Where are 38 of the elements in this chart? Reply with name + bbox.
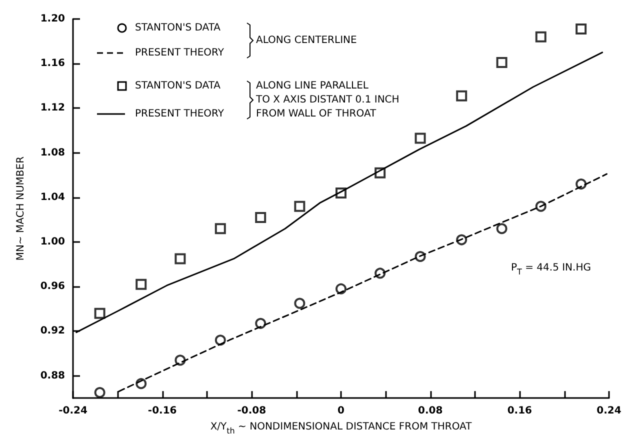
y-tick-label: 0.92 bbox=[40, 326, 66, 337]
y-axis-title: MN~ MACH NUMBER bbox=[16, 156, 26, 261]
y-tick-label: 1.04 bbox=[40, 192, 66, 203]
point bbox=[136, 278, 147, 290]
legend-label: PRESENT THEORY bbox=[135, 48, 225, 58]
point bbox=[214, 223, 226, 234]
y-tick-label: 1.16 bbox=[40, 58, 66, 70]
x-tick-label: 0 bbox=[338, 406, 345, 417]
x-tick-label: 0.24 bbox=[596, 406, 622, 417]
y-tick-label: 0.88 bbox=[40, 370, 66, 382]
x-tick-label: 0.16 bbox=[507, 406, 532, 417]
point bbox=[294, 298, 306, 309]
y-tick-label: 1.20 bbox=[40, 14, 66, 24]
point bbox=[576, 24, 587, 35]
point bbox=[294, 200, 306, 212]
annotation: ALONG LINE PARALLEL TO X AXIS DISTANT 0.1 INCH FROM WALL OF THROAT bbox=[255, 80, 400, 120]
point bbox=[496, 223, 508, 234]
x-tick-label: 0.08 bbox=[418, 406, 443, 417]
point bbox=[255, 212, 266, 223]
y-tick-label: 1.12 bbox=[40, 102, 66, 114]
y-tick-label: 0.96 bbox=[40, 281, 66, 292]
point bbox=[535, 31, 546, 42]
legend-label: STANTON'S DATA bbox=[135, 22, 221, 34]
point bbox=[496, 56, 508, 68]
point bbox=[255, 318, 266, 329]
y-tick-label: 1.08 bbox=[40, 147, 66, 158]
x-tick-label: -0.16 bbox=[148, 406, 177, 417]
legend-label: STANTON'S DATA bbox=[135, 80, 221, 92]
y-tick-label: 1.00 bbox=[40, 236, 66, 248]
point bbox=[456, 90, 468, 102]
point bbox=[94, 308, 106, 319]
x-tick-label: -0.08 bbox=[237, 406, 266, 417]
point bbox=[174, 253, 186, 264]
point bbox=[94, 387, 106, 398]
legend-label: PRESENT THEORY bbox=[135, 108, 225, 120]
point bbox=[414, 132, 426, 144]
annotation: ALONG CENTERLINE bbox=[256, 35, 357, 46]
x-tick-label: -0.24 bbox=[58, 406, 88, 417]
